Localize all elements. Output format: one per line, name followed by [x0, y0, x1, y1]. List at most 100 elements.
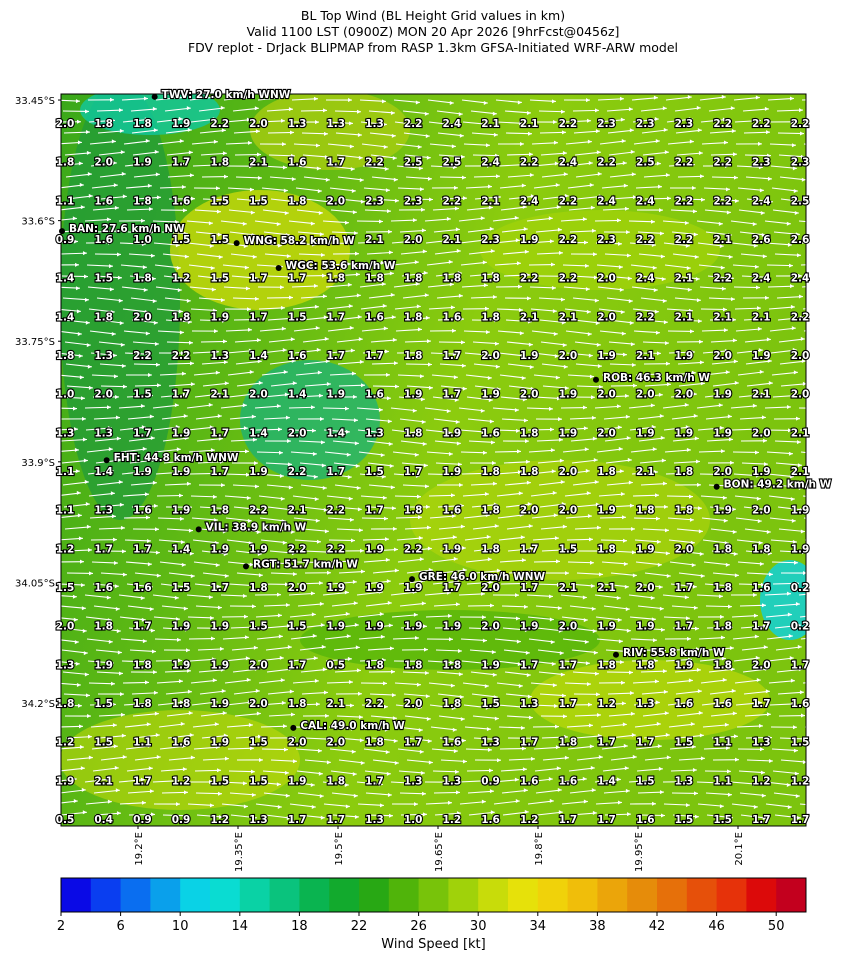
- wind-arrow-head: [829, 395, 833, 399]
- wind-arrow-head: [828, 189, 832, 193]
- grid-value: 1.7: [520, 543, 539, 555]
- grid-value: 2.2: [713, 195, 732, 207]
- grid-value: 2.0: [752, 427, 771, 439]
- grid-value: 1.8: [133, 195, 152, 207]
- grid-value: 2.5: [443, 157, 462, 169]
- wind-arrow-head: [832, 464, 836, 468]
- grid-value: 1.8: [597, 466, 616, 478]
- grid-value: 2.1: [559, 311, 578, 323]
- grid-value: 2.2: [249, 505, 268, 517]
- wind-arrow-head: [827, 539, 831, 543]
- grid-value: 2.2: [675, 157, 694, 169]
- grid-value: 1.9: [713, 427, 732, 439]
- grid-value: 2.0: [752, 505, 771, 517]
- grid-value: 2.6: [791, 234, 810, 246]
- wind-arrow-head: [829, 580, 833, 584]
- grid-value: 2.2: [791, 118, 810, 130]
- wind-arrow: [806, 188, 832, 191]
- grid-value: 2.0: [520, 389, 539, 401]
- grid-value: 1.8: [404, 505, 423, 517]
- grid-value: 1.6: [559, 775, 578, 787]
- wind-arrow: [814, 738, 840, 740]
- wind-arrow: [807, 210, 833, 212]
- grid-value: 1.8: [404, 659, 423, 671]
- wind-arrow-head: [828, 371, 832, 375]
- grid-value: 2.0: [481, 621, 500, 633]
- grid-value: 1.9: [752, 466, 771, 478]
- grid-value: 1.9: [752, 350, 771, 362]
- wind-arrow-head: [826, 518, 830, 522]
- grid-value: 1.1: [133, 737, 152, 749]
- grid-value: 2.0: [404, 234, 423, 246]
- colorbar-tick-label: 46: [708, 919, 725, 934]
- station-label: RIV: 55.8 km/h W: [623, 647, 725, 659]
- grid-value: 1.5: [481, 698, 500, 710]
- grid-value: 1.6: [133, 505, 152, 517]
- grid-value: 1.7: [326, 350, 345, 362]
- grid-value: 1.7: [443, 582, 462, 594]
- lat-label: 33.9°S: [21, 458, 55, 469]
- colorbar-swatch: [627, 878, 657, 912]
- grid-value: 2.0: [249, 698, 268, 710]
- grid-value: 1.7: [597, 814, 616, 826]
- wind-arrow-head: [835, 715, 839, 719]
- grid-value: 1.2: [597, 698, 616, 710]
- grid-value: 1.2: [172, 775, 191, 787]
- grid-value: 1.9: [443, 427, 462, 439]
- grid-value: 1.9: [172, 118, 191, 130]
- grid-value: 1.9: [210, 543, 229, 555]
- wind-arrow-head: [827, 167, 831, 171]
- wind-arrow-head: [828, 750, 832, 754]
- grid-value: 1.9: [365, 582, 384, 594]
- grid-value: 2.0: [713, 350, 732, 362]
- grid-value: 1.5: [365, 466, 384, 478]
- colorbar-swatch: [568, 878, 598, 912]
- grid-value: 1.2: [752, 775, 771, 787]
- wind-arrow-head: [831, 623, 835, 627]
- station-dot: [613, 652, 619, 658]
- wind-arrow: [805, 727, 831, 729]
- grid-value: 2.0: [791, 389, 810, 401]
- grid-value: 0.9: [481, 775, 500, 787]
- grid-value: 2.2: [326, 505, 345, 517]
- grid-value: 2.1: [791, 427, 810, 439]
- wind-arrow-head: [835, 156, 839, 160]
- grid-value: 2.1: [559, 582, 578, 594]
- grid-value: 1.7: [249, 311, 268, 323]
- station-dot: [276, 265, 282, 271]
- wind-arrow: [813, 529, 839, 530]
- grid-value: 2.1: [326, 698, 345, 710]
- grid-value: 1.3: [249, 814, 268, 826]
- colorbar-swatch: [389, 878, 419, 912]
- grid-value: 1.9: [172, 427, 191, 439]
- grid-value: 1.7: [520, 659, 539, 671]
- grid-value: 1.3: [520, 698, 539, 710]
- grid-value: 2.1: [675, 311, 694, 323]
- colorbar-swatch: [91, 878, 121, 912]
- grid-value: 2.0: [520, 505, 539, 517]
- wind-arrow: [815, 199, 841, 202]
- grid-value: 2.0: [56, 118, 75, 130]
- lat-label: 33.45°S: [15, 96, 55, 107]
- grid-value: 1.8: [133, 273, 152, 285]
- grid-value: 2.2: [288, 466, 307, 478]
- grid-value: 1.3: [94, 505, 113, 517]
- grid-value: 1.8: [404, 311, 423, 323]
- wind-arrow: [813, 155, 839, 158]
- grid-value: 2.3: [636, 118, 655, 130]
- wind-arrow: [808, 232, 834, 233]
- wind-arrow-head: [825, 497, 829, 501]
- grid-value: 1.4: [56, 311, 75, 323]
- grid-value: 1.9: [520, 350, 539, 362]
- grid-value: 1.9: [210, 621, 229, 633]
- grid-value: 1.5: [288, 311, 307, 323]
- colorbar-tick-label: 22: [351, 919, 368, 934]
- grid-value: 2.0: [636, 582, 655, 594]
- grid-value: 1.1: [713, 737, 732, 749]
- station-dot: [234, 240, 240, 246]
- grid-value: 1.5: [713, 814, 732, 826]
- grid-value: 1.8: [56, 698, 75, 710]
- colorbar-tick-label: 42: [649, 919, 666, 934]
- grid-value: 1.8: [443, 659, 462, 671]
- grid-value: 2.2: [210, 118, 229, 130]
